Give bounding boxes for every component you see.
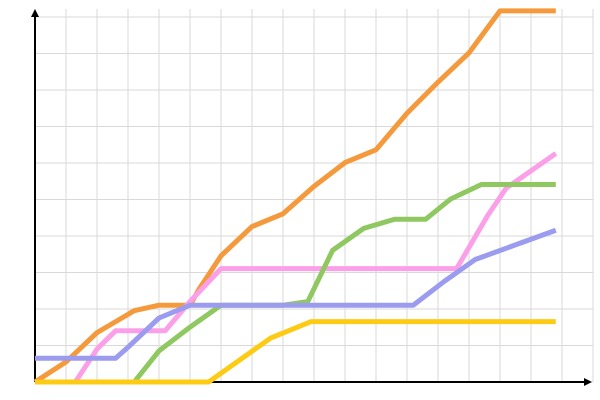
series-line-periwinkle (35, 227, 557, 361)
axis-layer (31, 9, 592, 386)
series-line-yellow (35, 319, 556, 385)
series-line-violet (35, 151, 558, 385)
y-axis-arrow-icon (31, 9, 39, 17)
series-layer (33, 8, 558, 385)
x-axis-arrow-icon (584, 378, 592, 386)
series-line-green (35, 182, 556, 385)
grid-layer (34, 9, 594, 383)
series-line-orange (33, 8, 556, 385)
